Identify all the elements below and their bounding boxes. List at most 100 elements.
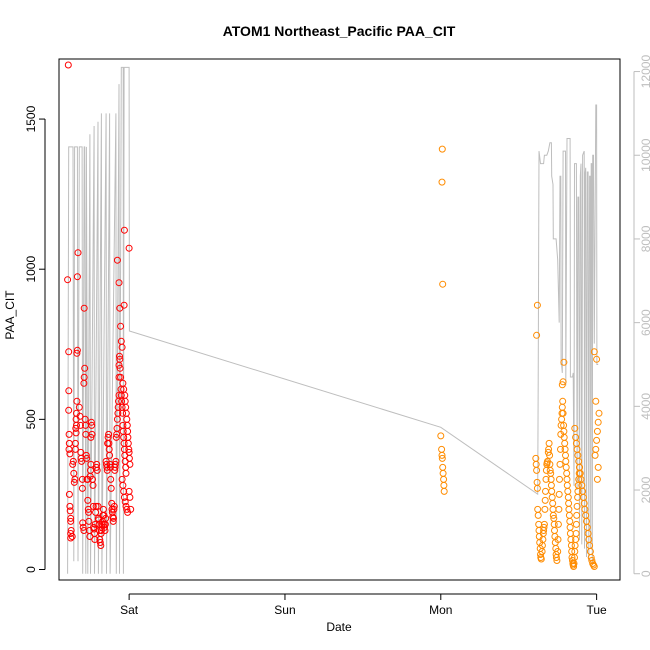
data-point <box>562 463 570 471</box>
data-point <box>582 511 590 519</box>
data-point <box>76 412 84 420</box>
data-point <box>111 460 119 468</box>
data-point <box>127 505 135 513</box>
data-point <box>563 481 571 489</box>
data-point <box>119 409 127 417</box>
data-point <box>438 145 446 153</box>
y2-tick-label: 2000 <box>639 476 650 503</box>
data-point <box>84 496 92 504</box>
data-point <box>565 511 573 519</box>
data-point <box>65 439 73 447</box>
data-point <box>594 463 602 471</box>
data-point <box>126 493 134 501</box>
x-tick-label: Mon <box>429 603 452 617</box>
data-point <box>67 514 75 522</box>
data-point <box>556 475 563 483</box>
data-point <box>595 409 603 417</box>
x-tick-label: Sat <box>120 603 139 617</box>
x-axis: Sat Sun Mon Tue <box>120 593 608 617</box>
data-point <box>67 517 75 525</box>
data-point <box>118 343 126 351</box>
data-point <box>87 433 95 441</box>
data-point <box>556 460 564 468</box>
data-point <box>542 475 550 483</box>
data-point <box>555 490 563 498</box>
data-point <box>549 505 557 513</box>
data-point <box>120 301 128 309</box>
data-point <box>565 505 573 513</box>
data-point <box>99 505 107 513</box>
data-point <box>125 454 133 462</box>
data-point <box>112 457 120 465</box>
data-point <box>554 536 562 543</box>
data-point <box>64 61 72 69</box>
data-point <box>84 505 92 513</box>
data-point <box>120 493 128 501</box>
data-point <box>122 469 130 477</box>
data-point <box>95 516 103 524</box>
data-point <box>66 507 74 515</box>
data-point <box>588 557 596 564</box>
data-point <box>594 418 602 426</box>
data-point <box>126 460 134 468</box>
data-point <box>562 457 570 465</box>
data-point <box>439 280 447 288</box>
data-point <box>563 469 571 477</box>
data-point <box>572 530 580 537</box>
data-point <box>124 433 132 441</box>
y2-tick-label: 4000 <box>639 393 650 420</box>
data-point <box>79 523 87 531</box>
data-point <box>65 430 73 438</box>
data-point <box>92 463 100 471</box>
data-point <box>73 346 81 354</box>
y-axis-label: PAA_CIT <box>3 290 17 340</box>
y-tick-label: 0 <box>24 566 38 573</box>
data-point <box>89 502 97 510</box>
altitude-line-layer <box>67 66 599 574</box>
data-point <box>566 530 574 537</box>
data-point <box>123 421 131 429</box>
data-point <box>91 520 99 528</box>
data-point <box>541 505 549 513</box>
data-point <box>110 502 118 510</box>
data-point <box>540 523 548 531</box>
data-point <box>69 460 77 468</box>
data-point <box>545 439 553 447</box>
data-point <box>65 490 73 498</box>
data-point <box>549 499 557 507</box>
data-point <box>109 517 117 525</box>
data-point <box>439 463 447 471</box>
data-point <box>534 511 542 519</box>
data-point <box>113 424 121 432</box>
data-point <box>548 493 556 501</box>
data-point <box>67 534 75 542</box>
data-point <box>115 279 123 287</box>
data-point <box>65 406 73 414</box>
data-point <box>554 548 562 555</box>
data-point <box>537 555 545 563</box>
data-point <box>116 352 123 360</box>
data-point <box>78 484 86 492</box>
data-point <box>78 475 86 483</box>
data-point <box>81 364 89 372</box>
y2-tick-label: 6000 <box>639 309 650 336</box>
x-tick-label: Tue <box>587 603 608 617</box>
data-point <box>591 451 599 459</box>
data-point <box>117 373 125 381</box>
data-point <box>440 475 448 483</box>
data-point <box>593 436 601 444</box>
altitude-series-line <box>67 66 599 574</box>
y2-tick-label: 0 <box>639 570 650 577</box>
data-point <box>558 415 566 423</box>
data-point <box>555 505 563 513</box>
data-point <box>566 517 574 525</box>
data-point <box>85 517 93 525</box>
data-point <box>107 484 115 492</box>
data-point <box>437 432 445 440</box>
data-point <box>439 469 447 477</box>
data-point <box>562 451 569 459</box>
data-point <box>75 403 83 411</box>
data-point <box>106 460 114 468</box>
data-point <box>69 457 77 465</box>
data-point <box>82 451 90 459</box>
